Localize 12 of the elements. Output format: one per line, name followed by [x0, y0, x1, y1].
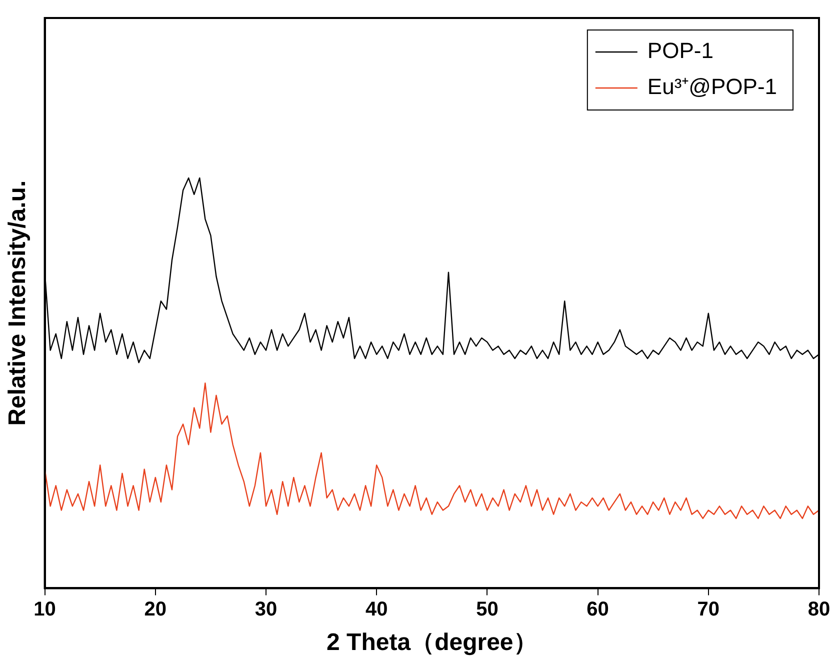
y-axis-title: Relative Intensity/a.u.	[4, 180, 32, 426]
x-tick-label: 40	[365, 598, 388, 621]
x-tick-label: 80	[808, 598, 830, 621]
x-tick-label: 20	[144, 598, 167, 621]
x-tick-label: 50	[476, 598, 498, 621]
x-tick-label: 60	[586, 598, 609, 621]
x-axis-title: 2 Theta（degree）	[326, 629, 538, 656]
legend-label: POP-1	[647, 38, 714, 64]
legend-label: Eu³⁺@POP-1	[647, 74, 778, 100]
x-tick-label: 30	[254, 598, 278, 621]
x-tick-label: 10	[34, 598, 56, 621]
x-tick-label: 70	[697, 598, 720, 621]
